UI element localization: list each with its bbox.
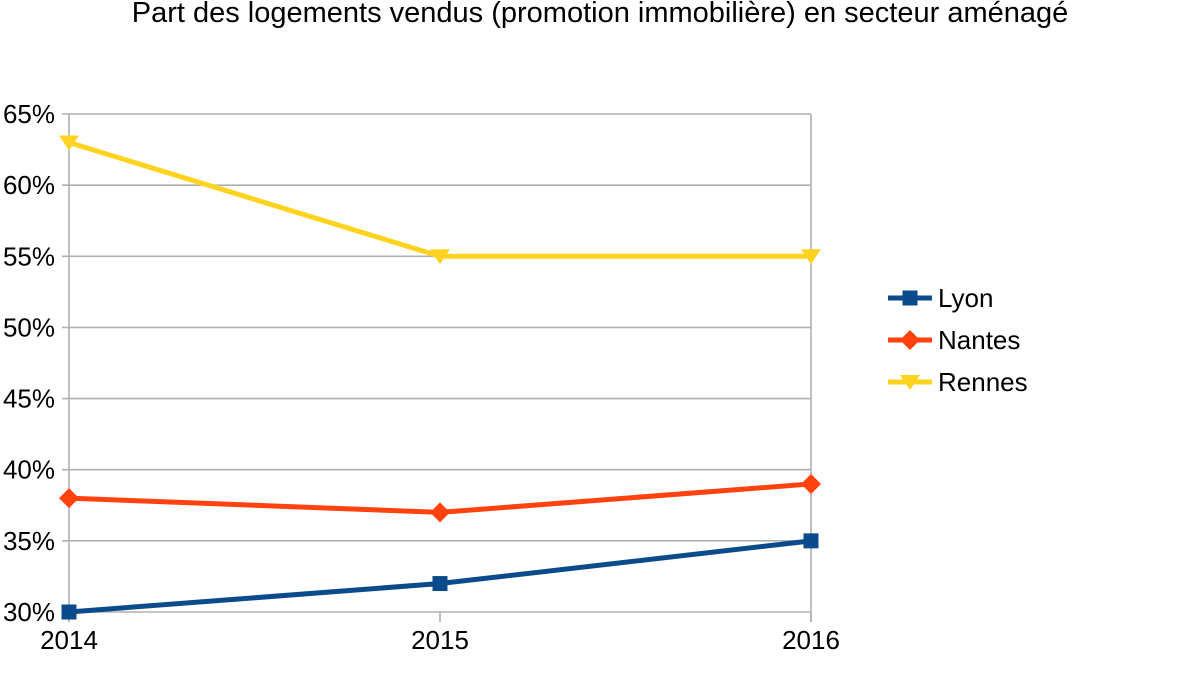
legend-marker-rennes-icon: [888, 375, 932, 390]
data-marker-nantes: [59, 488, 79, 509]
y-axis-tick-label: 60%: [3, 170, 55, 200]
legend-marker-nantes-icon: [888, 330, 932, 350]
legend-glyph-nantes: [900, 330, 920, 350]
legend-item-lyon: Lyon: [888, 277, 1028, 319]
legend-glyph-rennes: [900, 375, 920, 390]
data-marker-rennes: [59, 135, 79, 151]
x-axis-tick-label: 2014: [40, 625, 98, 655]
y-axis-tick-label: 50%: [3, 312, 55, 342]
data-marker-nantes: [430, 502, 450, 523]
x-axis-tick-label: 2016: [782, 625, 840, 655]
chart-title: Part des logements vendus (promotion imm…: [131, 0, 1069, 29]
y-axis-tick-label: 30%: [3, 597, 55, 627]
data-marker-nantes: [801, 473, 821, 494]
legend-label-rennes: Rennes: [938, 366, 1028, 397]
data-marker-rennes: [430, 249, 450, 265]
data-marker-lyon: [432, 576, 448, 592]
legend-marker-lyon-icon: [888, 290, 932, 306]
legend: Lyon Nantes Rennes: [888, 277, 1028, 403]
legend-item-rennes: Rennes: [888, 361, 1028, 403]
y-axis-tick-label: 55%: [3, 241, 55, 271]
y-axis-tick-label: 40%: [3, 455, 55, 485]
y-axis-tick-label: 45%: [3, 384, 55, 414]
legend-label-nantes: Nantes: [938, 324, 1021, 355]
legend-item-nantes: Nantes: [888, 319, 1028, 361]
series-line-rennes: [68, 140, 811, 259]
y-axis-tick-label: 35%: [3, 526, 55, 556]
legend-glyph-lyon: [902, 290, 918, 306]
x-axis-tick-label: 2015: [411, 625, 469, 655]
data-marker-lyon: [803, 533, 819, 549]
data-marker-rennes: [801, 249, 821, 265]
legend-label-lyon: Lyon: [938, 282, 994, 313]
y-axis-tick-label: 65%: [3, 99, 55, 129]
data-marker-lyon: [61, 604, 77, 620]
